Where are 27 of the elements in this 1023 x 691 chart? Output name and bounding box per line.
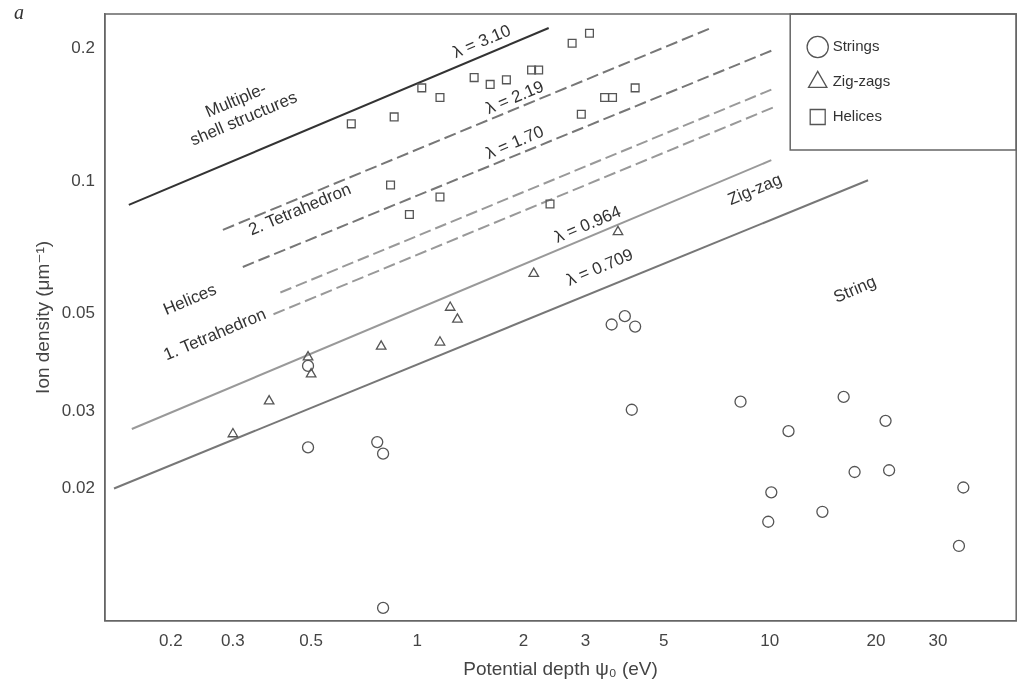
y-tick-label: 0.1 xyxy=(71,170,95,190)
annotation: λ = 0.709 xyxy=(563,244,636,290)
legend-label: Helices xyxy=(832,107,882,125)
legend-label: Strings xyxy=(832,37,880,55)
x-tick-label: 3 xyxy=(580,630,591,650)
text: a xyxy=(14,1,24,24)
x-tick-label: 1 xyxy=(412,630,422,650)
annotation: λ = 2.19 xyxy=(482,76,547,118)
x-axis-title: Potential depth ψ₀ (eV) xyxy=(463,657,658,679)
x-tick-label: 5 xyxy=(658,630,669,650)
x-tick-label: 30 xyxy=(928,630,948,650)
x-tick-label: 20 xyxy=(866,630,886,650)
x-tick-label: 2 xyxy=(518,630,529,650)
annotation: λ = 0.964 xyxy=(551,201,624,247)
x-tick-label: 0.3 xyxy=(221,630,245,650)
y-axis-title: Ion density (μm⁻¹) xyxy=(31,240,53,394)
annotation: λ = 3.10 xyxy=(449,20,514,62)
x-tick-label: 0.5 xyxy=(299,630,323,650)
x-tick-label: 10 xyxy=(760,630,780,650)
legend-label: Zig-zags xyxy=(832,72,891,90)
annotation: String xyxy=(830,271,879,307)
y-tick-label: 0.2 xyxy=(71,38,95,58)
y-tick-label: 0.05 xyxy=(61,303,95,323)
y-tick-label: 0.03 xyxy=(61,400,95,420)
x-tick-label: 0.2 xyxy=(159,630,183,650)
y-tick-label: 0.02 xyxy=(61,478,95,498)
annotation: λ = 1.70 xyxy=(482,121,547,163)
